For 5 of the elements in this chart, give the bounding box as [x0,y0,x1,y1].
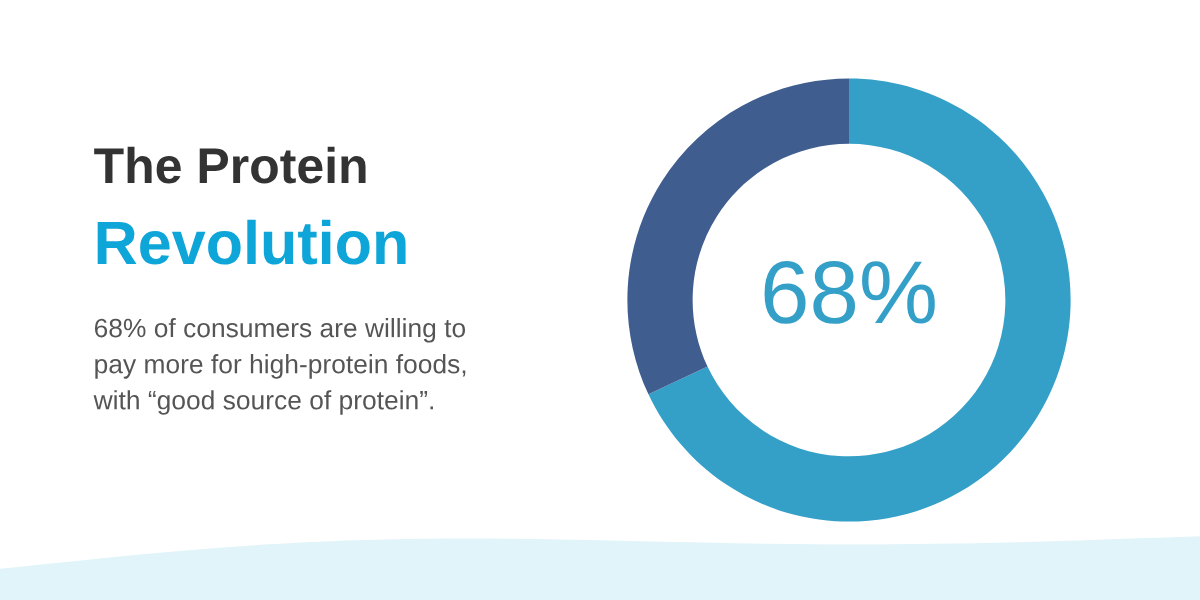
text: The Protein [94,146,366,184]
text: Revolution [97,219,406,265]
data-label: 68% [764,260,935,324]
donut-slice [648,78,1071,522]
text: 68% of consumers are willing to pay more for high-protein foods, with “good source of protein”. [93,318,466,415]
